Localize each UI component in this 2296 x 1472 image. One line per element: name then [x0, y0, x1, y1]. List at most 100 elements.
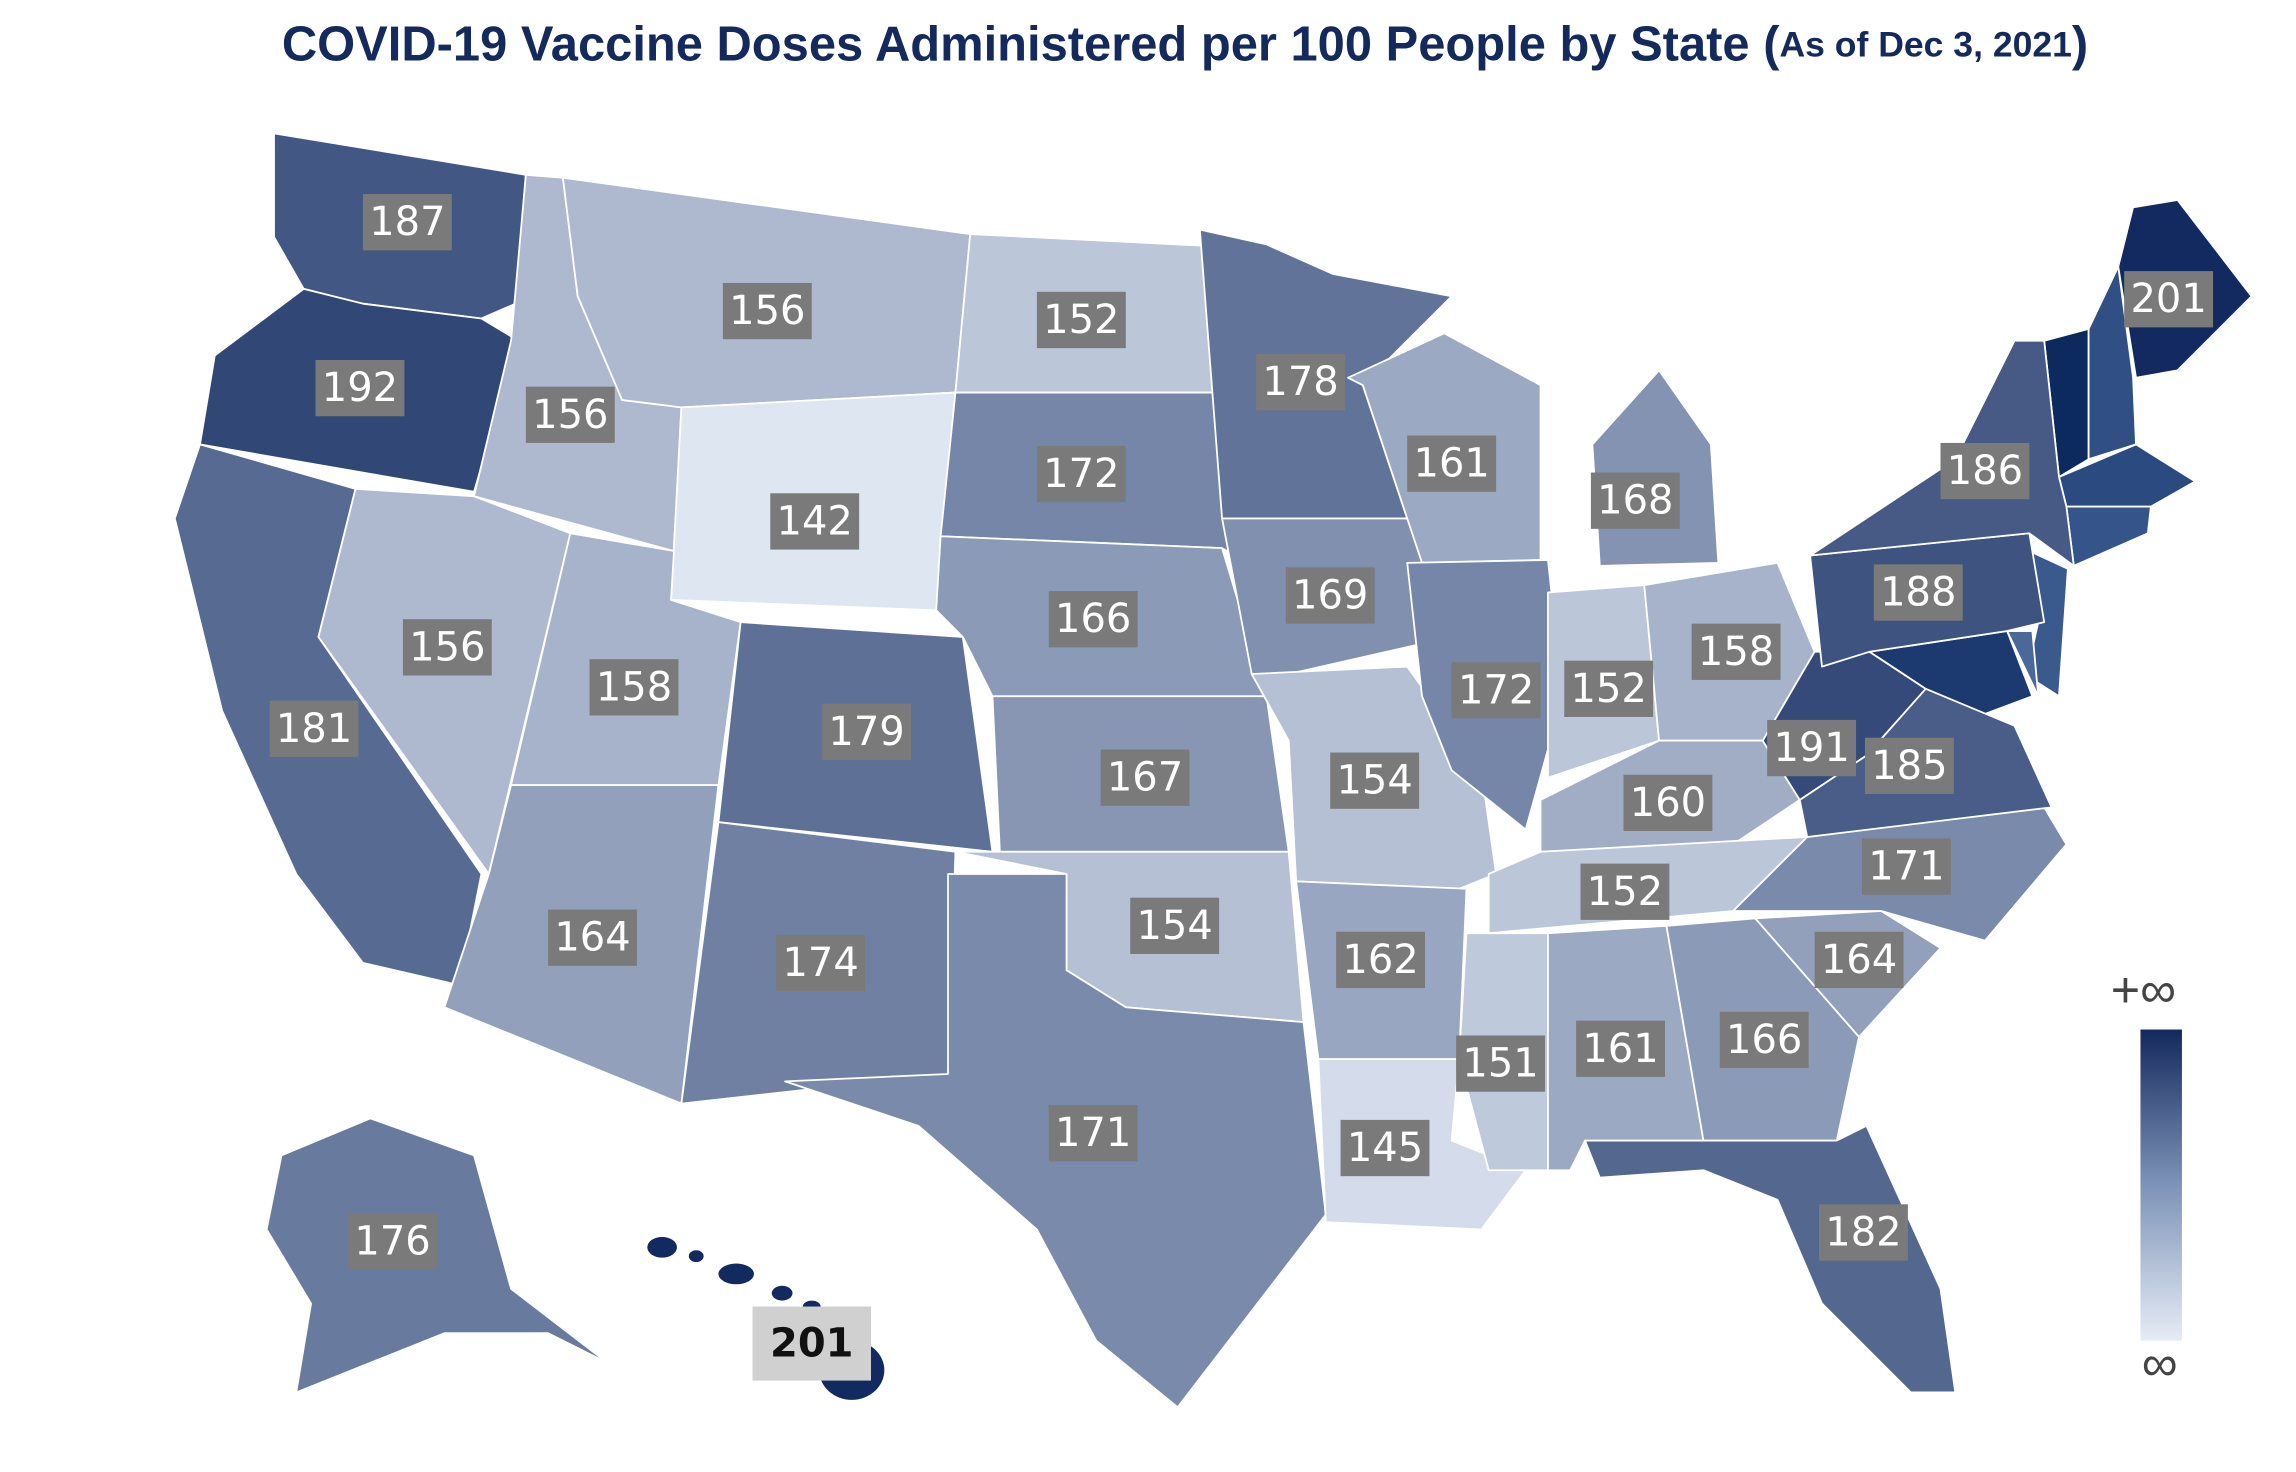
- label-box: [1456, 1035, 1545, 1092]
- state-label: 171: [1868, 844, 1944, 890]
- island: [688, 1250, 704, 1263]
- labels: 187 192 181 156 156 156 142 158 164 179 174 152 172 1…: [269, 194, 2214, 1381]
- state-label: 172: [1458, 667, 1534, 713]
- label-box: [1100, 749, 1190, 806]
- label-box: [348, 1213, 437, 1270]
- legend-bottom: ∞: [2142, 1334, 2178, 1391]
- state-label: 161: [1582, 1026, 1658, 1072]
- state-label: 171: [1055, 1110, 1131, 1156]
- label-box: [1036, 445, 1126, 503]
- state-label: 192: [322, 365, 398, 411]
- island: [718, 1263, 754, 1285]
- state-label: 176: [354, 1218, 430, 1264]
- subtitle-close: ): [2072, 17, 2088, 71]
- state-label: 182: [1825, 1209, 1901, 1255]
- label-box: [1864, 737, 1954, 794]
- label-box: [315, 359, 405, 417]
- state-label: 151: [1462, 1041, 1538, 1087]
- state-label: 174: [782, 940, 858, 986]
- state-label: 186: [1947, 448, 2023, 494]
- state-label: 166: [1055, 596, 1131, 642]
- label-box: [722, 282, 812, 340]
- label-box: [1336, 931, 1426, 989]
- label-box: [1590, 472, 1680, 529]
- state-label: 166: [1726, 1017, 1802, 1063]
- label-box: [776, 934, 866, 992]
- state-label: 188: [1880, 570, 1956, 616]
- state-label: 156: [729, 288, 805, 334]
- state: [1591, 369, 1720, 567]
- title-text: COVID-19 Vaccine Doses Administered per …: [282, 17, 1750, 71]
- label-box: [1048, 591, 1138, 648]
- label-box: [589, 659, 679, 716]
- subtitle: As of Dec 3, 2021: [1779, 24, 2071, 64]
- state-label: 185: [1871, 743, 1947, 789]
- state-label: 201: [2130, 276, 2206, 322]
- state-label: 167: [1107, 755, 1183, 801]
- state-label: 201: [770, 1321, 853, 1367]
- label-box: [1576, 1020, 1665, 1077]
- state-label: 142: [777, 498, 853, 544]
- label-box: [1036, 291, 1126, 349]
- state-label: 156: [409, 624, 485, 670]
- label-box: [269, 700, 359, 757]
- island: [771, 1285, 793, 1301]
- label-box: [1767, 719, 1857, 777]
- state-label: 178: [1262, 359, 1338, 405]
- state-label: 160: [1630, 780, 1706, 826]
- state-label: 172: [1043, 451, 1119, 497]
- state-label: 164: [554, 915, 630, 961]
- label-box: [822, 703, 911, 760]
- label-box: [402, 619, 492, 676]
- state-label: 152: [1043, 297, 1119, 343]
- state-ct: [2065, 505, 2152, 567]
- state-label: 152: [1571, 666, 1647, 712]
- state-label: 181: [276, 706, 352, 752]
- label-box: [1861, 838, 1951, 895]
- state-label: 162: [1342, 937, 1418, 983]
- label-box: [1719, 1011, 1809, 1069]
- state-label: 168: [1597, 478, 1673, 524]
- label-box: [1451, 662, 1541, 719]
- state: [1809, 339, 2075, 567]
- state-label: 158: [596, 664, 672, 710]
- state-label: 154: [1136, 903, 1212, 949]
- legend-bar: [2140, 1029, 2182, 1341]
- label-box: [1623, 774, 1713, 832]
- state-label: 164: [1821, 937, 1897, 983]
- label-box: [1691, 623, 1781, 680]
- label-box: [548, 909, 637, 966]
- state-label: 152: [1587, 869, 1663, 915]
- label-box: [525, 386, 615, 443]
- state-label: 161: [1414, 441, 1490, 487]
- state-label: 169: [1292, 572, 1368, 618]
- label-box: [1407, 435, 1497, 492]
- label-box: [1330, 752, 1420, 809]
- label-box: [362, 194, 452, 251]
- label-box: [1564, 660, 1654, 717]
- island: [647, 1236, 677, 1258]
- label-box: [1048, 1105, 1138, 1162]
- state-label: 158: [1698, 629, 1774, 675]
- map-title: COVID-19 Vaccine Doses Administered per …: [282, 17, 2088, 71]
- state-label: 187: [369, 199, 445, 245]
- label-box: [1873, 564, 1963, 621]
- label-box: [1285, 567, 1375, 624]
- state-label: 191: [1773, 725, 1849, 771]
- label-box: [1580, 863, 1670, 920]
- state: [1584, 1124, 1957, 1394]
- state-label: 156: [532, 392, 608, 438]
- subtitle-open: (: [1763, 17, 1780, 71]
- label-box: [1256, 354, 1346, 411]
- state-label: 154: [1336, 758, 1412, 804]
- label-box: [2124, 271, 2214, 328]
- state-label: 145: [1347, 1125, 1423, 1171]
- label-box: [752, 1306, 871, 1381]
- label-box: [1814, 931, 1904, 989]
- state-de: [2006, 630, 2040, 698]
- label-box: [770, 493, 860, 550]
- legend-top: +∞: [2111, 961, 2176, 1018]
- label-box: [1340, 1119, 1430, 1177]
